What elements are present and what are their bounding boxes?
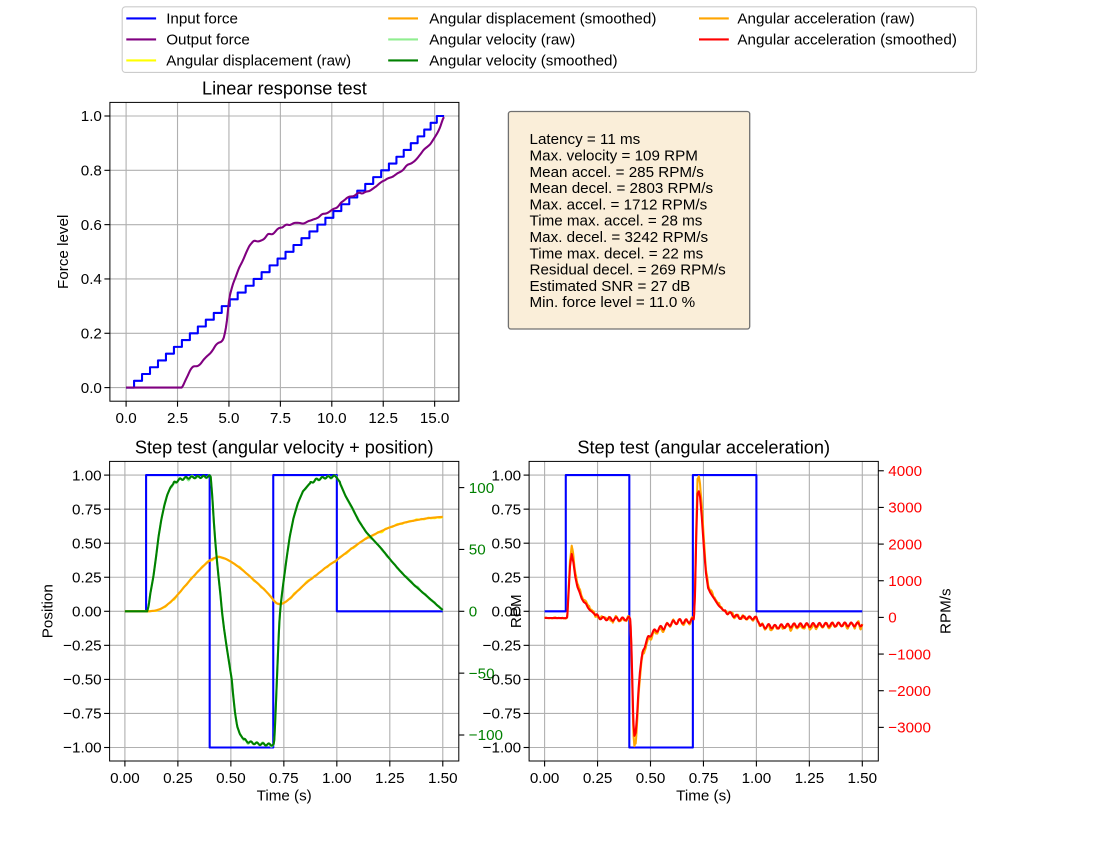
svg-text:Max. velocity = 109 RPM: Max. velocity = 109 RPM [530, 148, 698, 165]
svg-text:1.25: 1.25 [375, 770, 405, 787]
svg-text:0.6: 0.6 [81, 217, 102, 234]
svg-text:−0.50: −0.50 [63, 672, 101, 689]
svg-text:1.0: 1.0 [81, 108, 102, 125]
svg-text:0.00: 0.00 [110, 770, 140, 787]
svg-text:−1.00: −1.00 [63, 740, 101, 757]
svg-text:1.50: 1.50 [428, 770, 458, 787]
svg-text:0.0: 0.0 [116, 410, 137, 427]
svg-text:−100: −100 [469, 727, 503, 744]
svg-text:RPM: RPM [508, 594, 525, 628]
svg-text:Time (s): Time (s) [676, 787, 731, 804]
svg-text:Angular displacement (smoothed: Angular displacement (smoothed) [429, 11, 656, 28]
svg-text:0.4: 0.4 [81, 271, 102, 288]
svg-text:0.00: 0.00 [530, 770, 560, 787]
svg-text:−1000: −1000 [888, 646, 931, 663]
svg-text:1000: 1000 [888, 573, 922, 590]
svg-text:Input force: Input force [166, 11, 238, 28]
svg-text:Min. force level = 11.0 %: Min. force level = 11.0 % [530, 294, 696, 311]
svg-text:0.00: 0.00 [492, 604, 522, 621]
svg-text:−1.00: −1.00 [483, 740, 521, 757]
svg-text:Latency = 11 ms: Latency = 11 ms [530, 131, 641, 148]
svg-text:4000: 4000 [888, 463, 922, 480]
svg-text:Time (s): Time (s) [257, 787, 312, 804]
svg-text:0.75: 0.75 [492, 501, 522, 518]
svg-text:5.0: 5.0 [218, 410, 239, 427]
svg-text:Output force: Output force [166, 32, 250, 49]
svg-text:2000: 2000 [888, 536, 922, 553]
svg-text:Max. accel. = 1712 RPM/s: Max. accel. = 1712 RPM/s [530, 196, 708, 213]
svg-text:12.5: 12.5 [368, 410, 398, 427]
svg-text:0.50: 0.50 [72, 535, 102, 552]
svg-text:0.2: 0.2 [81, 326, 102, 343]
svg-text:Estimated SNR = 27 dB: Estimated SNR = 27 dB [530, 278, 691, 295]
svg-text:15.0: 15.0 [420, 410, 450, 427]
svg-text:RPM/s: RPM/s [938, 588, 955, 634]
svg-text:0: 0 [469, 604, 477, 621]
svg-text:0.75: 0.75 [269, 770, 299, 787]
svg-text:10.0: 10.0 [317, 410, 347, 427]
svg-text:−0.25: −0.25 [483, 638, 521, 655]
svg-text:−0.75: −0.75 [483, 706, 521, 723]
svg-text:0.50: 0.50 [636, 770, 666, 787]
svg-text:2.5: 2.5 [167, 410, 188, 427]
svg-text:1.00: 1.00 [492, 467, 522, 484]
svg-text:0.75: 0.75 [72, 501, 102, 518]
svg-text:Step test (angular acceleratio: Step test (angular acceleration) [577, 437, 830, 457]
svg-text:−3000: −3000 [888, 720, 931, 737]
svg-text:Angular acceleration (smoothed: Angular acceleration (smoothed) [737, 32, 957, 49]
svg-text:Angular acceleration (raw): Angular acceleration (raw) [737, 11, 914, 28]
svg-text:0.00: 0.00 [72, 604, 102, 621]
svg-text:Angular velocity (smoothed): Angular velocity (smoothed) [429, 53, 617, 70]
svg-text:0.8: 0.8 [81, 163, 102, 180]
svg-text:Force level: Force level [55, 215, 72, 289]
svg-text:3000: 3000 [888, 500, 922, 517]
svg-text:Mean decel. = 2803 RPM/s: Mean decel. = 2803 RPM/s [530, 180, 714, 197]
svg-text:0.25: 0.25 [583, 770, 613, 787]
svg-text:100: 100 [469, 480, 494, 497]
svg-text:1.25: 1.25 [795, 770, 825, 787]
svg-text:0.25: 0.25 [492, 570, 522, 587]
svg-text:Time max. accel. = 28 ms: Time max. accel. = 28 ms [530, 213, 703, 230]
svg-text:1.50: 1.50 [848, 770, 878, 787]
svg-text:1.00: 1.00 [322, 770, 352, 787]
svg-text:0.50: 0.50 [492, 535, 522, 552]
svg-text:Angular velocity (raw): Angular velocity (raw) [429, 32, 575, 49]
svg-text:−0.75: −0.75 [63, 706, 101, 723]
svg-text:0.0: 0.0 [81, 380, 102, 397]
svg-text:0.75: 0.75 [689, 770, 719, 787]
svg-text:1.00: 1.00 [742, 770, 772, 787]
svg-text:−0.50: −0.50 [483, 672, 521, 689]
svg-text:Mean accel. = 285 RPM/s: Mean accel. = 285 RPM/s [530, 164, 705, 181]
svg-text:0.50: 0.50 [216, 770, 246, 787]
svg-text:Time max. decel. = 22 ms: Time max. decel. = 22 ms [530, 245, 704, 262]
svg-text:7.5: 7.5 [270, 410, 291, 427]
svg-text:Max. decel. = 3242 RPM/s: Max. decel. = 3242 RPM/s [530, 229, 709, 246]
svg-text:Angular displacement (raw): Angular displacement (raw) [166, 53, 351, 70]
svg-text:Linear response test: Linear response test [202, 78, 367, 98]
svg-text:0.25: 0.25 [72, 570, 102, 587]
svg-text:0.25: 0.25 [163, 770, 193, 787]
svg-text:0: 0 [888, 610, 896, 627]
svg-text:1.00: 1.00 [72, 467, 102, 484]
svg-text:50: 50 [469, 542, 486, 559]
svg-text:−50: −50 [469, 665, 495, 682]
svg-text:Step test (angular velocity +: Step test (angular velocity + position) [135, 437, 434, 457]
svg-text:−0.25: −0.25 [63, 638, 101, 655]
svg-text:Residual decel. = 269 RPM/s: Residual decel. = 269 RPM/s [530, 262, 727, 279]
svg-text:−2000: −2000 [888, 683, 931, 700]
svg-text:Position: Position [40, 584, 57, 638]
